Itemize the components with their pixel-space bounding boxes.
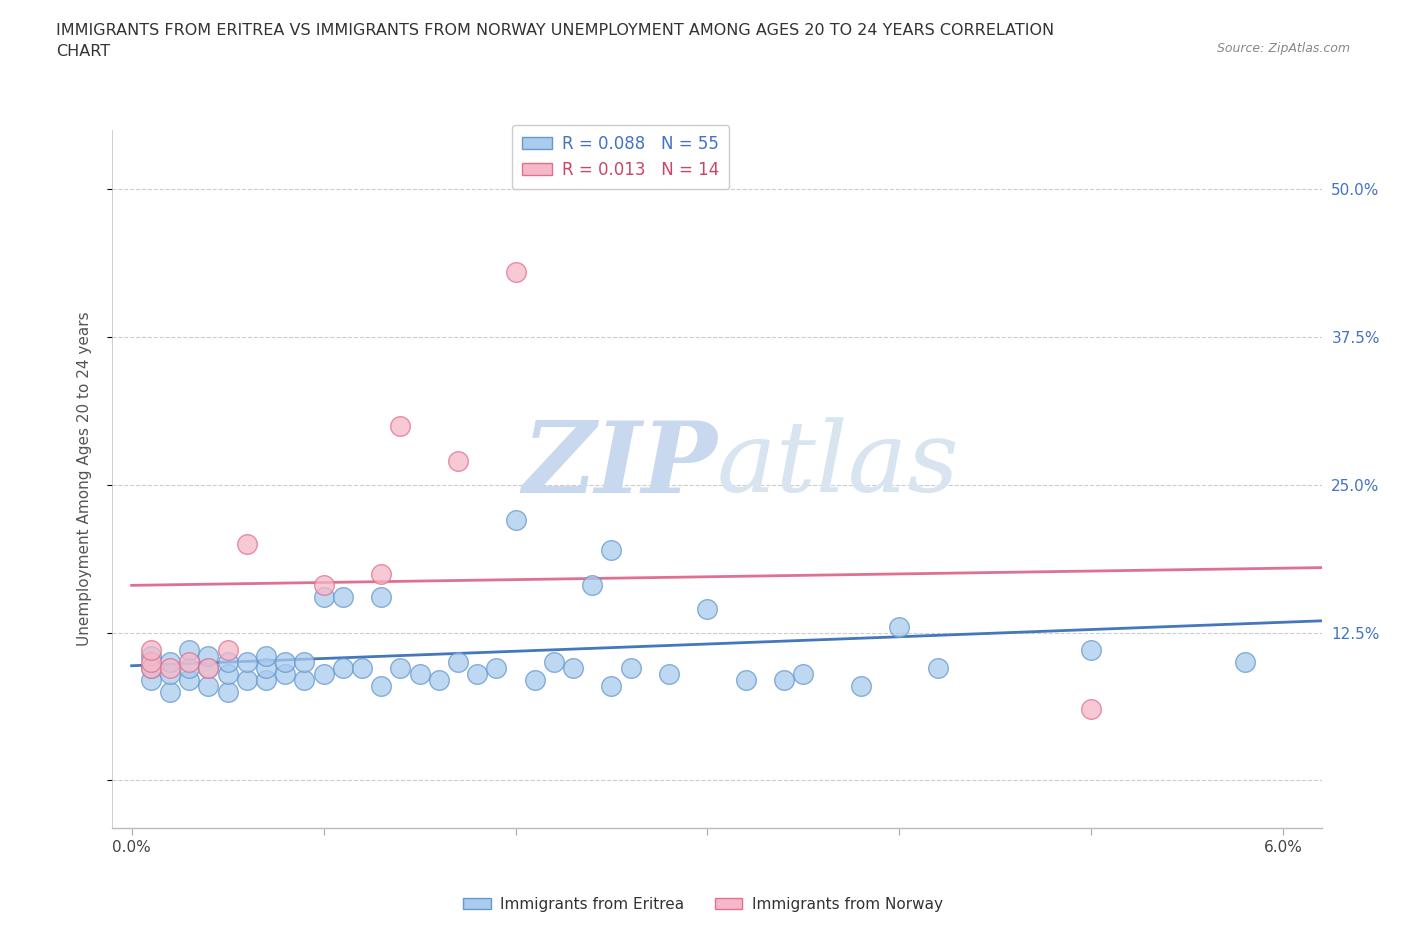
Point [562,660,585,675]
Point [447,655,470,670]
Point [696,602,718,617]
Point [505,512,527,527]
Point [600,678,623,693]
Point [236,537,259,551]
Point [159,667,181,682]
Point [581,578,603,592]
Point [408,667,430,682]
Point [773,672,796,687]
Text: atlas: atlas [717,418,960,512]
Point [370,678,392,693]
Point [139,655,162,670]
Point [620,660,643,675]
Point [159,660,181,675]
Point [1080,702,1102,717]
Point [254,672,277,687]
Y-axis label: Unemployment Among Ages 20 to 24 years: Unemployment Among Ages 20 to 24 years [77,312,91,646]
Point [734,672,756,687]
Point [254,660,277,675]
Point [236,672,259,687]
Point [197,649,219,664]
Point [179,660,201,675]
Point [543,655,565,670]
Point [139,660,162,675]
Point [294,655,316,670]
Point [274,655,297,670]
Point [139,649,162,664]
Point [658,667,681,682]
Point [217,655,239,670]
Point [312,590,335,604]
Point [389,660,412,675]
Point [332,660,354,675]
Point [139,660,162,675]
Point [159,684,181,699]
Point [236,655,259,670]
Point [447,454,470,469]
Point [179,643,201,658]
Text: IMMIGRANTS FROM ERITREA VS IMMIGRANTS FROM NORWAY UNEMPLOYMENT AMONG AGES 20 TO : IMMIGRANTS FROM ERITREA VS IMMIGRANTS FR… [56,23,1054,60]
Point [139,643,162,658]
Point [179,655,201,670]
Point [217,643,239,658]
Text: ZIP: ZIP [522,417,717,513]
Point [505,265,527,280]
Point [254,649,277,664]
Point [159,655,181,670]
Point [1080,643,1102,658]
Point [889,619,911,634]
Point [312,667,335,682]
Point [600,542,623,557]
Legend: Immigrants from Eritrea, Immigrants from Norway: Immigrants from Eritrea, Immigrants from… [457,891,949,918]
Point [197,678,219,693]
Point [217,667,239,682]
Point [465,667,488,682]
Point [927,660,949,675]
Point [139,672,162,687]
Point [197,660,219,675]
Point [179,672,201,687]
Point [294,672,316,687]
Point [274,667,297,682]
Point [312,578,335,592]
Point [485,660,508,675]
Legend: R = 0.088   N = 55, R = 0.013   N = 14: R = 0.088 N = 55, R = 0.013 N = 14 [512,125,728,189]
Point [427,672,450,687]
Point [1233,655,1256,670]
Point [370,590,392,604]
Point [350,660,373,675]
Point [389,418,412,433]
Point [523,672,546,687]
Point [849,678,872,693]
Point [370,566,392,581]
Point [332,590,354,604]
Point [197,660,219,675]
Text: Source: ZipAtlas.com: Source: ZipAtlas.com [1216,42,1350,55]
Point [217,684,239,699]
Point [792,667,814,682]
